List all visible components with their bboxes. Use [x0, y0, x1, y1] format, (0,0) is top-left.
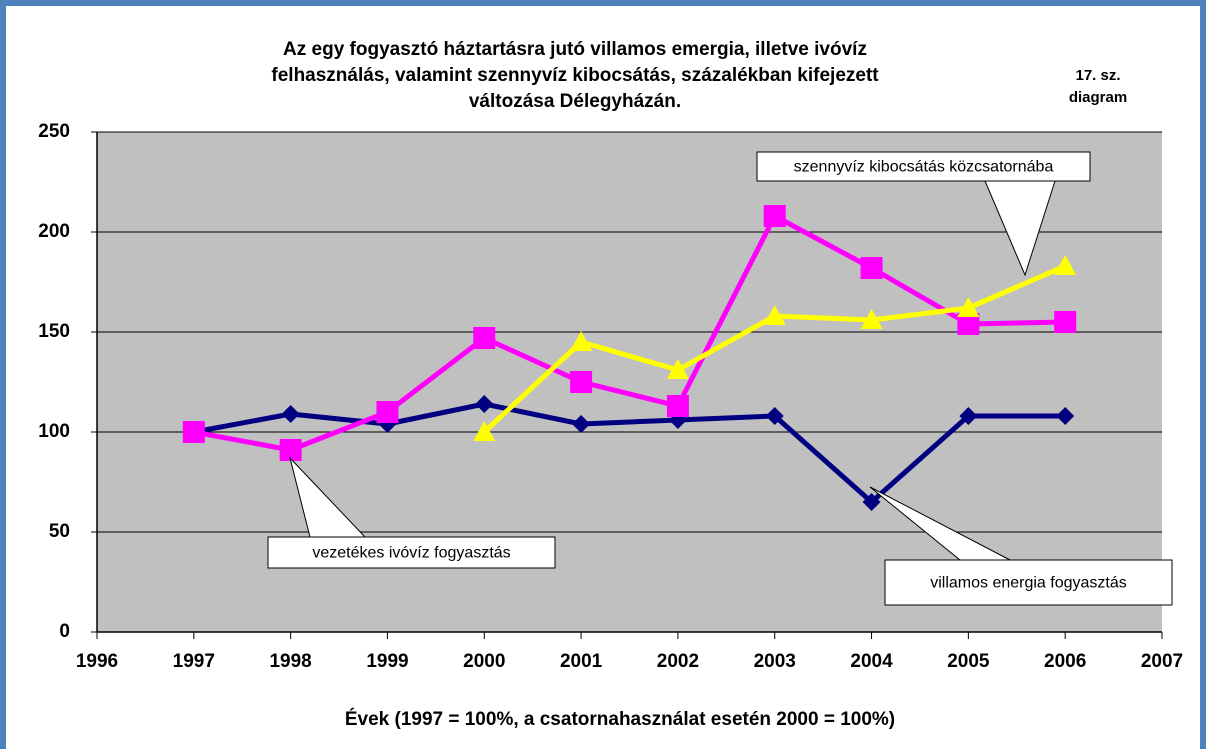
series-line [193, 401, 1066, 505]
x-tick-label: 1997 [173, 651, 215, 672]
marker [860, 257, 883, 279]
marker [1054, 255, 1077, 275]
marker [473, 327, 496, 349]
marker [279, 439, 302, 461]
x-tick-label: 1999 [366, 651, 408, 672]
marker [570, 331, 593, 351]
marker [957, 313, 980, 335]
legend-label: vezetékes ivóvíz fogyasztás [312, 545, 510, 562]
marker [182, 421, 205, 443]
marker [862, 493, 881, 511]
chart-title: felhasználás, valamint szennyvíz kibocsá… [271, 65, 879, 86]
x-tick-label: 2006 [1044, 651, 1086, 672]
x-tick-label: 2004 [850, 651, 893, 672]
y-tick-label: 0 [59, 621, 70, 642]
y-tick-label: 200 [38, 221, 70, 242]
x-tick-label: 2007 [1141, 651, 1183, 672]
x-tick-label: 2003 [754, 651, 796, 672]
marker [376, 401, 399, 423]
y-tick-label: 150 [38, 321, 70, 342]
series-line [193, 213, 1066, 453]
x-axis-label: Évek (1997 = 100%, a csatornahasználat e… [345, 708, 895, 730]
marker [570, 371, 593, 393]
marker [666, 395, 689, 417]
annotation: 17. sz. [1075, 67, 1120, 84]
marker [765, 407, 784, 425]
marker [763, 205, 786, 227]
marker [281, 405, 300, 423]
y-tick-label: 50 [49, 521, 70, 542]
marker [475, 395, 494, 413]
marker [860, 309, 883, 329]
marker [666, 359, 689, 379]
y-tick-label: 100 [38, 421, 70, 442]
annotation: diagram [1069, 89, 1127, 106]
x-tick-label: 2005 [947, 651, 990, 672]
callout-box [756, 151, 1091, 182]
chart-title: Az egy fogyasztó háztartásra jutó villam… [283, 39, 867, 60]
marker [1056, 407, 1075, 425]
marker [957, 297, 980, 317]
marker [1054, 311, 1077, 333]
legend-label: szennyvíz kibocsátás közcsatornába [794, 159, 1054, 176]
x-tick-label: 2002 [657, 651, 699, 672]
marker [572, 415, 591, 433]
x-tick-label: 2001 [560, 651, 603, 672]
legend-label: villamos energia fogyasztás [930, 575, 1127, 592]
marker [959, 407, 978, 425]
x-tick-label: 2000 [463, 651, 505, 672]
marker [473, 421, 496, 441]
x-tick-label: 1996 [76, 651, 118, 672]
callout-box [267, 536, 556, 569]
y-tick-label: 250 [38, 121, 70, 142]
chart-title: változása Délegyházán. [469, 91, 681, 112]
x-tick-label: 1998 [269, 651, 311, 672]
callout-box [884, 559, 1173, 606]
marker [763, 305, 786, 325]
